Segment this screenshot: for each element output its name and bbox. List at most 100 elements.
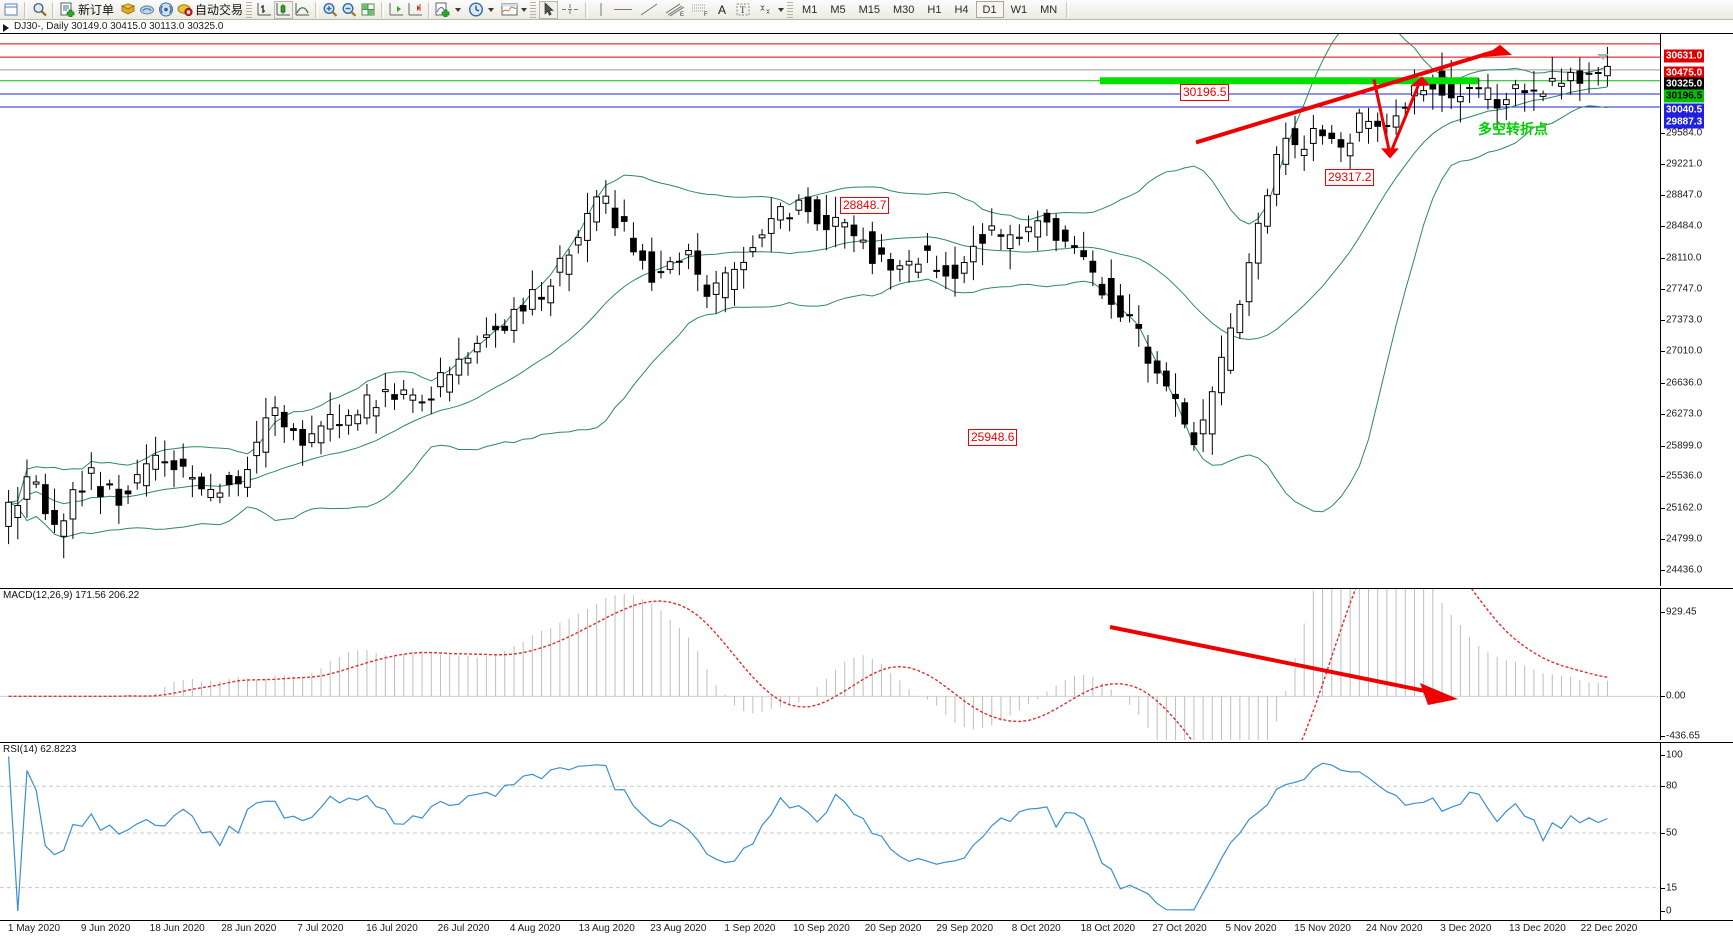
price-chart-pane[interactable]: 29584.0 29221.0 28847.0 28484.0 28110.0 27747… [0, 33, 1733, 586]
chevron-down-icon[interactable] [521, 7, 528, 12]
svg-text:E: E [680, 12, 684, 17]
price-level-chip[interactable]: 30475.0 [1664, 66, 1705, 80]
cursor-icon[interactable] [539, 0, 559, 19]
price-plot-area[interactable] [0, 34, 1660, 586]
price-level-chip[interactable]: 30196.5 [1664, 89, 1705, 103]
text-icon: A [712, 1, 732, 19]
rsi-tick-label: 15 [1666, 882, 1678, 894]
period-icon[interactable] [467, 1, 486, 19]
collapse-triangle-icon[interactable] [3, 24, 9, 32]
timeframe-m30[interactable]: M30 [893, 3, 915, 16]
trendline-icon[interactable] [636, 1, 662, 19]
rsi-axis[interactable]: 100 80 50 15 0 [1660, 743, 1733, 920]
rsi-tick-label: 80 [1666, 780, 1678, 792]
indicators-icon[interactable] [434, 1, 453, 19]
fibonacci-icon[interactable]: F [688, 1, 712, 19]
time-axis-label: 27 Oct 2020 [1152, 923, 1207, 934]
symbol-info-text: DJ30-, Daily 30149.0 30415.0 30113.0 303… [14, 21, 224, 32]
price-level-chip[interactable]: 30040.5 [1664, 103, 1705, 117]
price-level-chip[interactable]: 30631.0 [1664, 49, 1705, 63]
macd-plot-area[interactable] [0, 589, 1660, 740]
price-tick-label: 28847.0 [1666, 189, 1703, 201]
price-tick-label: 25162.0 [1666, 502, 1703, 514]
label-icon[interactable]: T [732, 1, 754, 19]
line-chart-icon[interactable] [293, 1, 312, 19]
bar-chart-icon[interactable] [255, 1, 274, 19]
axis-tick [1661, 351, 1665, 353]
new-order-icon[interactable] [58, 1, 77, 19]
axis-tick [1661, 911, 1665, 912]
timeframe-h1[interactable]: H1 [927, 3, 942, 16]
cloud-icon[interactable] [137, 1, 156, 19]
book-icon[interactable] [118, 1, 137, 19]
macd-tick-label: 0.00 [1666, 690, 1686, 702]
horizontal-line-icon[interactable] [610, 1, 636, 19]
turning-point-annotation: 多空转折点 [1478, 121, 1548, 137]
rsi-tick-label: 50 [1666, 827, 1678, 839]
equidistant-channel-icon[interactable]: E [662, 1, 688, 19]
time-axis-label: 26 Jul 2020 [437, 923, 490, 934]
signal-icon[interactable] [156, 1, 175, 19]
axis-tick [1661, 887, 1665, 889]
zoom-out-icon[interactable] [340, 1, 359, 19]
price-level-chip[interactable]: 30325.0 [1664, 77, 1705, 91]
text-icon-label[interactable]: A [718, 2, 727, 17]
autoscroll-icon[interactable] [406, 1, 425, 19]
price-tick-label: 27373.0 [1666, 314, 1703, 326]
grid-icon[interactable] [359, 1, 378, 19]
new-order-label[interactable]: 新订单 [78, 3, 115, 17]
chart-window-icon[interactable] [2, 1, 21, 19]
axis-tick [1661, 382, 1665, 384]
chevron-down-icon[interactable] [778, 7, 785, 12]
auto-trading-label[interactable]: 自动交易 [195, 3, 244, 17]
toolbar-grip[interactable] [246, 1, 253, 18]
shift-icon[interactable] [387, 1, 406, 19]
time-axis-label: 3 Dec 2020 [1440, 923, 1492, 934]
timeframe-group: M1 M5 M15 M30 H1 H4 D1 W1 MN [796, 1, 1063, 18]
scroll-indicator-icon[interactable] [1597, 54, 1609, 60]
timeframe-m15[interactable]: M15 [858, 3, 880, 16]
time-axis-label: 23 Aug 2020 [650, 923, 707, 934]
auto-trading-icon[interactable] [175, 1, 194, 19]
chevron-down-icon[interactable] [455, 7, 462, 12]
templates-icon[interactable] [500, 1, 519, 19]
rsi-plot-area[interactable] [0, 743, 1660, 920]
price-annotation-label[interactable]: 29317.2 [1325, 169, 1375, 186]
time-axis-label: 24 Nov 2020 [1365, 923, 1423, 934]
rsi-pane[interactable]: RSI(14) 62.8223 100 80 50 15 0 [0, 742, 1733, 920]
macd-axis[interactable]: 929.45 0.00 -436.65 [1660, 589, 1733, 741]
axis-tick [1661, 833, 1665, 834]
price-annotation-label[interactable]: 28848.7 [840, 197, 890, 214]
toolbar-grip[interactable] [787, 1, 794, 18]
timeframe-w1[interactable]: W1 [1010, 3, 1028, 16]
objects-icon[interactable] [754, 1, 776, 19]
crosshair-icon[interactable] [558, 1, 582, 19]
toolbar-separator [1066, 1, 1070, 18]
price-level-chip[interactable]: 29887.3 [1664, 115, 1705, 129]
rsi-tick-label: 0 [1666, 905, 1672, 917]
price-annotation-label[interactable]: 25948.6 [968, 429, 1018, 446]
zoom-in-icon[interactable] [321, 1, 340, 19]
price-axis[interactable]: 29584.0 29221.0 28847.0 28484.0 28110.0 27747… [1660, 34, 1733, 586]
price-annotation-label[interactable]: 30196.5 [1180, 84, 1230, 101]
time-axis[interactable]: 1 May 2020 9 Jun 2020 18 Jun 2020 28 Jun 20… [0, 920, 1733, 938]
rsi-title: RSI(14) 62.8223 [3, 744, 77, 755]
timeframe-m1[interactable]: M1 [802, 3, 818, 16]
macd-pane[interactable]: MACD(12,26,9) 171.56 206.22 929.45 0.00 -4… [0, 588, 1733, 741]
timeframe-mn[interactable]: MN [1040, 3, 1058, 16]
price-tick-label: 26273.0 [1666, 408, 1703, 420]
search-icon[interactable] [30, 1, 49, 19]
time-axis-label: 7 Jul 2020 [297, 923, 344, 934]
timeframe-h4[interactable]: H4 [954, 3, 969, 16]
axis-tick [1661, 508, 1665, 510]
symbol-info-bar: DJ30-, Daily 30149.0 30415.0 30113.0 303… [0, 21, 1733, 33]
axis-tick [1661, 786, 1665, 788]
vertical-line-icon[interactable] [591, 1, 610, 19]
price-tick-label: 27747.0 [1666, 283, 1703, 295]
candlestick-icon[interactable] [274, 0, 294, 19]
toolbar-grip[interactable] [530, 1, 537, 18]
chevron-down-icon[interactable] [488, 7, 495, 12]
timeframe-d1[interactable]: D1 [975, 1, 1004, 18]
timeframe-m5[interactable]: M5 [830, 3, 846, 16]
time-axis-label: 13 Aug 2020 [578, 923, 635, 934]
